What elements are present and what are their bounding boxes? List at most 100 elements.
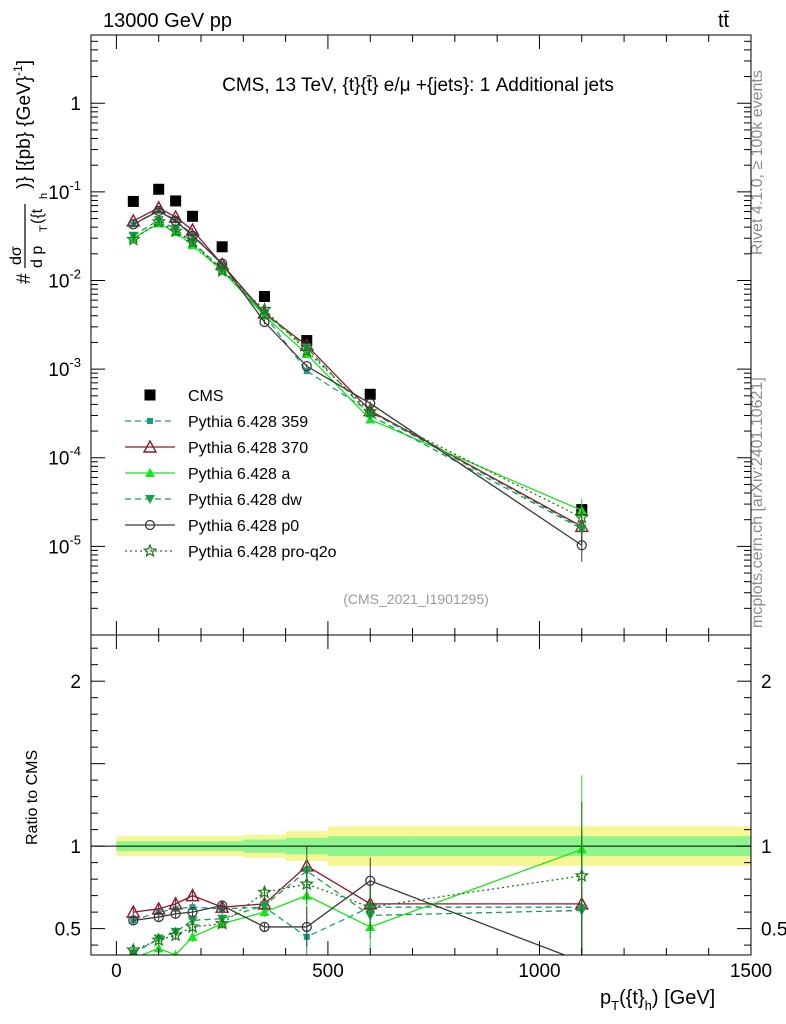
ratio-axis-ticks: 0 500 1000 1500 0.5 0.5 1 1 2 2 bbox=[55, 635, 786, 982]
ratio-point bbox=[128, 915, 139, 926]
svg-text:)} [{pb} {GeV}-1]: )} [{pb} {GeV}-1] bbox=[11, 60, 35, 189]
ratio-point bbox=[172, 950, 179, 955]
y-label-denominator: d p bbox=[29, 246, 46, 268]
ratio-point bbox=[126, 942, 141, 955]
legend-label: CMS bbox=[188, 388, 224, 405]
ratio-y-tick-label: 0.5 bbox=[55, 920, 81, 941]
rivet-version-label: Rivet 4.1.0, ≥ 100k events bbox=[749, 70, 766, 255]
y-label-hash: # bbox=[14, 273, 35, 284]
ratio-point bbox=[168, 896, 183, 910]
data-point bbox=[299, 343, 315, 358]
ratio-point bbox=[153, 943, 164, 953]
ratio-point bbox=[259, 921, 270, 933]
x-label-main: p bbox=[600, 987, 611, 1009]
ratio-line bbox=[132, 870, 582, 954]
ratio-point bbox=[168, 927, 183, 942]
data-point bbox=[127, 195, 139, 207]
ratio-point bbox=[170, 908, 181, 919]
y-label-den-subscript: T bbox=[38, 225, 50, 232]
legend-entry: Pythia 6.428 pro-q2o bbox=[125, 543, 337, 561]
x-axis-label: pT({t}h) [GeV] bbox=[600, 987, 715, 1013]
ratio-point bbox=[187, 906, 198, 918]
data-point bbox=[258, 290, 270, 302]
y-tick-label: 10-2 bbox=[48, 266, 81, 292]
data-point bbox=[128, 231, 139, 241]
header-process-label: tt̄ bbox=[718, 10, 730, 32]
legend-entry: Pythia 6.428 359 bbox=[125, 414, 308, 431]
data-point bbox=[216, 241, 228, 253]
ratio-point bbox=[187, 931, 198, 941]
data-point bbox=[153, 183, 165, 195]
ratio-point bbox=[574, 868, 590, 883]
ratio-y-tick-label: 2 bbox=[70, 672, 81, 693]
ratio-plot-frame bbox=[90, 634, 752, 956]
legend-marker bbox=[142, 439, 158, 453]
legend: CMS Pythia 6.428 359 Pythia 6.428 370 Pythi… bbox=[125, 388, 337, 561]
y-label-numerator: dσ bbox=[8, 246, 25, 265]
ratio-y-tick-label-right: 0.5 bbox=[761, 920, 786, 941]
legend-marker bbox=[145, 468, 155, 477]
ratio-point bbox=[299, 876, 315, 891]
ratio-point bbox=[259, 907, 270, 917]
ratio-point bbox=[362, 899, 378, 914]
ratio-point bbox=[577, 957, 586, 966]
x-tick-label: 500 bbox=[312, 961, 344, 982]
ratio-point bbox=[301, 921, 312, 933]
legend-marker bbox=[144, 519, 156, 531]
main-axis-ticks: 10-5 10-4 10-3 10-2 10-1 1 bbox=[48, 35, 752, 636]
legend-label: Pythia 6.428 pro-q2o bbox=[188, 544, 337, 561]
legend-label: Pythia 6.428 dw bbox=[188, 492, 302, 509]
ratio-point bbox=[217, 900, 228, 911]
series-pythia-6-428-pro-q2o bbox=[126, 214, 590, 535]
ratio-y-tick-label-right: 1 bbox=[761, 837, 772, 858]
ratio-point bbox=[257, 884, 272, 899]
ratio-point bbox=[185, 888, 200, 902]
ratio-series-pythia-6-428-pro-q2o bbox=[126, 801, 590, 955]
mcplots-reference-label: mcplots.cern.ch [arXiv:2401.10621] bbox=[749, 377, 766, 628]
data-point bbox=[576, 540, 587, 551]
data-point bbox=[362, 404, 378, 418]
data-point bbox=[364, 388, 376, 400]
legend-label: Pythia 6.428 a bbox=[188, 466, 290, 483]
ratio-point bbox=[153, 911, 164, 923]
ratio-y-tick-label: 1 bbox=[70, 837, 81, 858]
ratio-plot-panel: 0 500 1000 1500 0.5 0.5 1 1 2 2 Ratio to CMS pT({… bbox=[24, 634, 786, 1013]
ratio-point bbox=[259, 901, 270, 911]
ratio-point bbox=[185, 919, 200, 934]
x-tick-label: 1000 bbox=[518, 961, 560, 982]
analysis-id-label: (CMS_2021_I1901295) bbox=[343, 591, 489, 607]
legend-marker bbox=[144, 389, 156, 401]
x-label-mid: ({t} bbox=[619, 987, 645, 1009]
legend-entry: Pythia 6.428 a bbox=[125, 466, 290, 483]
y-tick-label: 10-5 bbox=[48, 532, 81, 558]
legend-label: Pythia 6.428 p0 bbox=[188, 518, 299, 535]
header-energy-label: 13000 GeV pp bbox=[103, 10, 232, 32]
y-label-den-subscript-2: h bbox=[38, 193, 50, 199]
y-label-exponent: -1 bbox=[11, 65, 25, 76]
y-label-den-tail: ({t bbox=[29, 208, 46, 224]
y-tick-label: 10-1 bbox=[48, 178, 81, 204]
ratio-point bbox=[214, 916, 230, 930]
data-point bbox=[574, 509, 590, 524]
legend-entry: Pythia 6.428 p0 bbox=[125, 518, 299, 535]
data-point bbox=[217, 258, 228, 269]
data-point bbox=[214, 263, 230, 278]
y-tick-label: 10-4 bbox=[48, 444, 81, 470]
main-plot-content bbox=[126, 183, 590, 562]
ratio-y-tick-label-right: 2 bbox=[761, 672, 772, 693]
y-label-close: ] bbox=[14, 60, 35, 65]
x-label-tail: ) [GeV] bbox=[652, 987, 715, 1009]
legend-marker bbox=[145, 495, 155, 504]
data-point bbox=[259, 316, 270, 328]
ratio-line bbox=[133, 906, 582, 938]
data-point bbox=[151, 214, 166, 228]
legend-entry: CMS bbox=[144, 388, 224, 405]
x-tick-label: 1500 bbox=[730, 961, 772, 982]
data-point bbox=[365, 398, 376, 409]
svg-text:#: # bbox=[14, 273, 35, 284]
y-tick-label: 10-3 bbox=[48, 355, 81, 381]
ratio-series-pythia-6-428-a bbox=[132, 775, 587, 955]
ratio-y-axis-label: Ratio to CMS bbox=[24, 750, 41, 845]
main-y-axis-label: # dσ d p T ({t h )} [{pb} {GeV}-1] bbox=[8, 60, 50, 284]
